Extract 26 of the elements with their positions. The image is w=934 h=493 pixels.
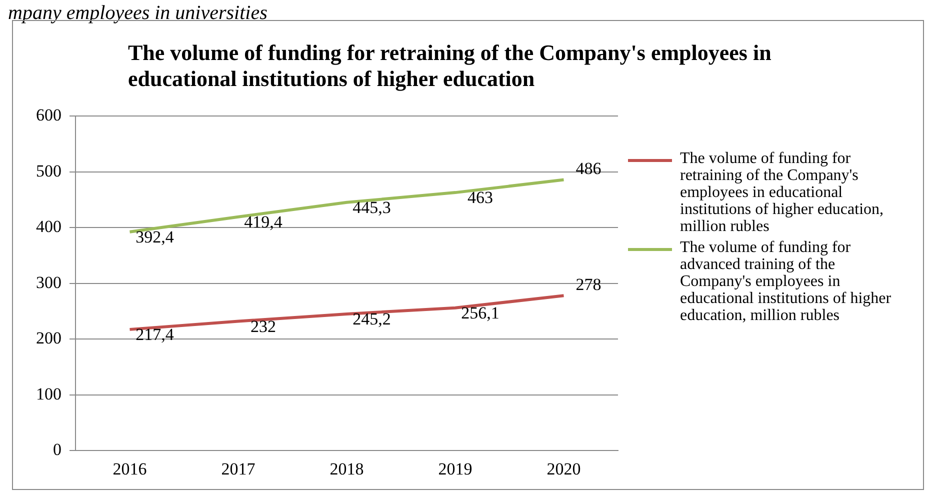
y-tick-label: 100 xyxy=(36,384,62,404)
legend-label: The volume of funding for advanced training of the Company's employees in educational institutions of higher education, million rubles xyxy=(680,239,892,324)
data-label: 486 xyxy=(576,159,602,178)
data-label: 392,4 xyxy=(136,227,174,246)
data-label: 463 xyxy=(468,188,493,208)
chart-title: The volume of funding for retraining of the Company's employees in educational institutions of higher education xyxy=(128,40,772,92)
y-tick-label: 300 xyxy=(36,272,62,292)
y-tick-label: 400 xyxy=(36,217,62,236)
y-tick-label: 500 xyxy=(36,161,62,180)
data-label: 232 xyxy=(250,316,276,336)
x-tick-label: 2018 xyxy=(330,459,364,478)
y-tick-label: 200 xyxy=(36,328,62,348)
data-label: 256,1 xyxy=(461,303,500,322)
data-label: 445,3 xyxy=(352,198,391,217)
data-label: 419,4 xyxy=(244,212,283,232)
x-tick-label: 2020 xyxy=(546,459,581,478)
y-tick-label: 600 xyxy=(36,106,62,125)
x-tick-label: 2017 xyxy=(221,459,256,478)
data-label: 278 xyxy=(576,275,602,294)
data-label: 217,4 xyxy=(136,324,174,344)
text: mpany employees in universities xyxy=(8,2,268,24)
x-tick-label: 2016 xyxy=(112,459,147,478)
data-label: 245,2 xyxy=(352,309,391,328)
x-tick-label: 2019 xyxy=(438,459,472,478)
y-tick-label: 0 xyxy=(53,440,62,460)
legend-label: The volume of funding for retraining of the Company's employees in educational institutions of higher education, million rubles xyxy=(680,150,885,235)
